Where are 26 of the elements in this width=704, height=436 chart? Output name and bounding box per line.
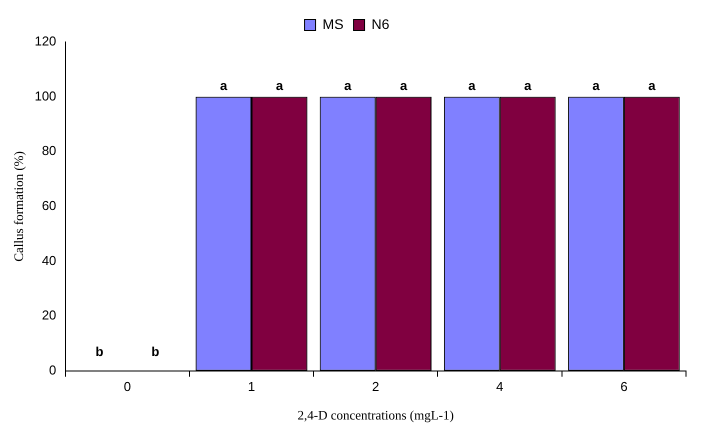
x-tick-label: 2 [372, 379, 380, 394]
y-tick-label: 80 [42, 143, 56, 158]
legend-label: N6 [372, 16, 390, 32]
legend-label: MS [322, 16, 344, 32]
data-label: a [344, 78, 352, 93]
x-tick-label: 1 [248, 379, 256, 394]
y-axis-title: Callus formation (%) [11, 151, 26, 262]
annotation: b [151, 344, 160, 359]
y-tick-label: 100 [34, 88, 56, 104]
data-label: a [648, 78, 656, 93]
data-label: a [592, 78, 600, 93]
x-axis-title: 2,4-D concentrations (mgL-1) [297, 408, 454, 423]
annotation: b [95, 344, 104, 359]
y-tick-label: 20 [42, 308, 56, 323]
x-tick-label: 4 [496, 379, 504, 394]
y-tick-label: 120 [34, 34, 56, 49]
x-tick-label: 6 [620, 379, 628, 394]
data-label: a [220, 78, 228, 93]
data-label: a [524, 78, 532, 93]
y-tick-label: 60 [42, 198, 56, 213]
y-tick-label: 40 [42, 252, 56, 268]
y-tick-label: 0 [49, 362, 56, 378]
x-tick-label: 0 [124, 379, 131, 394]
data-label: a [468, 78, 476, 93]
data-label: a [276, 78, 284, 93]
data-label: a [400, 78, 408, 93]
